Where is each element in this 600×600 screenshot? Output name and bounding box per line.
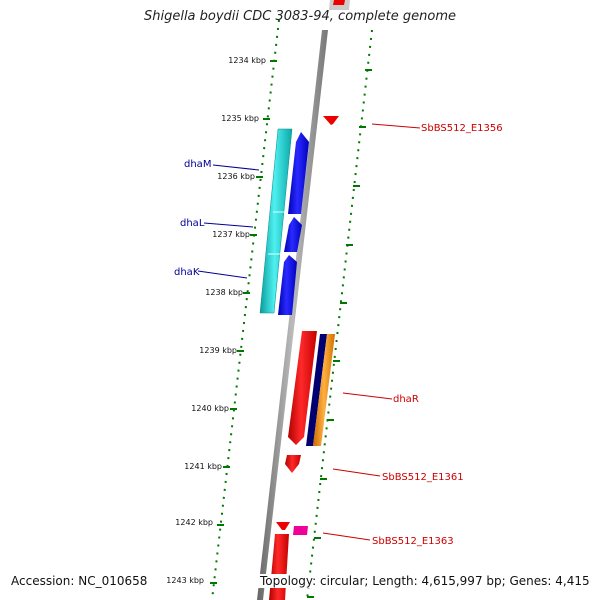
- label-dhaL: dhaL: [180, 218, 205, 229]
- tick-label-1239: 1239 kbp: [199, 346, 237, 355]
- top-red-feature: [333, 0, 345, 5]
- topology-label: Topology: circular; Length: 4,615,997 bp…: [258, 574, 592, 588]
- label-SbBS512_E1363: SbBS512_E1363: [372, 536, 454, 547]
- label-dhaM: dhaM: [184, 159, 211, 170]
- genome-title: Shigella boydii CDC 3083-94, complete ge…: [143, 9, 457, 24]
- tick-label-1238: 1238 kbp: [205, 288, 243, 297]
- gene-red-bottom[interactable]: [269, 534, 289, 600]
- gene-navy-dhaR[interactable]: [306, 334, 327, 446]
- leader-e1363: [322, 532, 371, 541]
- leader-e1356: [371, 123, 421, 129]
- tick-label-1243: 1243 kbp: [166, 576, 204, 585]
- gene-small-red-lower[interactable]: [276, 522, 290, 530]
- tick-label-1242: 1242 kbp: [175, 518, 213, 527]
- accession-label: Accession: NC_010658: [9, 574, 150, 588]
- tick-label-1236: 1236 kbp: [217, 172, 255, 181]
- gene-SbBS512_E1356[interactable]: [323, 116, 339, 125]
- gene-dhaM[interactable]: [288, 132, 309, 214]
- leader-dhaR: [342, 392, 393, 400]
- tick-label-1234: 1234 kbp: [228, 56, 266, 65]
- leader-dhaL: [203, 222, 254, 228]
- label-dhaR: dhaR: [393, 394, 419, 405]
- label-SbBS512_E1356: SbBS512_E1356: [421, 123, 503, 134]
- gene-SbBS512_E1363[interactable]: [293, 526, 308, 535]
- gene-dhaK[interactable]: [278, 255, 297, 315]
- tick-label-1240: 1240 kbp: [191, 404, 229, 413]
- leader-e1361: [332, 468, 381, 477]
- tick-marks: [210, 60, 372, 598]
- gene-dhaL[interactable]: [284, 217, 302, 252]
- label-SbBS512_E1361: SbBS512_E1361: [382, 472, 464, 483]
- tick-label-1241: 1241 kbp: [184, 462, 222, 471]
- genome-backbone: [257, 30, 328, 600]
- left-dotted-guide: [211, 19, 280, 600]
- leader-dhaK: [197, 270, 248, 279]
- gene-SbBS512_E1361[interactable]: [285, 455, 301, 473]
- gene-red-dhaR-left[interactable]: [288, 331, 317, 445]
- gene-block-cyan[interactable]: [259, 128, 293, 314]
- leader-dhaM: [212, 164, 260, 171]
- label-dhaK: dhaK: [174, 267, 200, 278]
- tick-label-1235: 1235 kbp: [221, 114, 259, 123]
- tick-label-1237: 1237 kbp: [212, 230, 250, 239]
- gene-orange-dhaR[interactable]: [313, 334, 335, 446]
